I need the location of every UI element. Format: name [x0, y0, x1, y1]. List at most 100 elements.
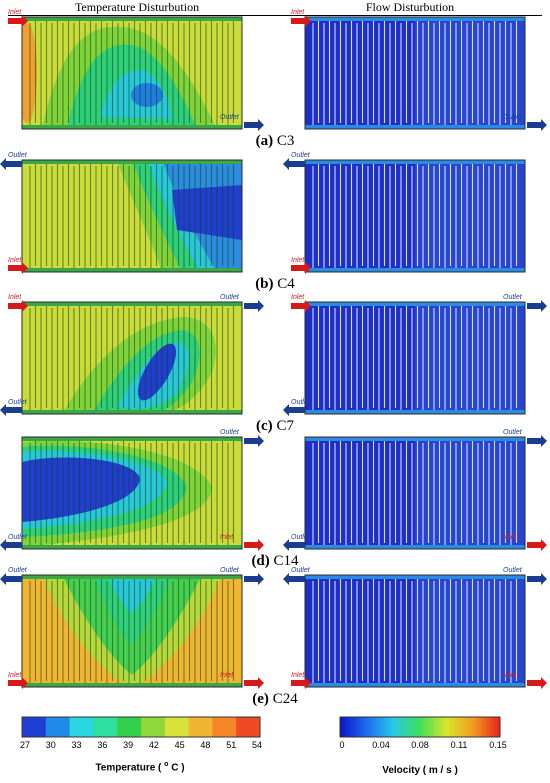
temp-C24-top_right-port: Outlet [220, 567, 264, 585]
caption-C7: (c) C7 [175, 418, 375, 435]
velocity-bar-title: Velocity ( m / s ) [382, 765, 458, 776]
temp-C14-bottom_left-port: Outlet [0, 534, 28, 551]
flow-C14-bottom_right-port: Inlet [503, 534, 547, 551]
caption-name: C24 [268, 691, 298, 707]
flow-C24-top_left-port: Outlet [283, 567, 311, 585]
temperature-map-C3 [21, 16, 243, 130]
temperature-tick: 33 [71, 740, 82, 750]
flow-C3-top_left-port: Inlet [291, 9, 311, 27]
temperature-tick: 39 [123, 740, 134, 750]
caption-letter: (b) [255, 276, 274, 292]
temperature-tick: 45 [174, 740, 185, 750]
flow-map-C3 [304, 16, 526, 130]
temperature-bar-segment [164, 717, 190, 737]
temperature-tick: 27 [19, 740, 31, 750]
flow-C7-top_right-port: Outlet [503, 294, 547, 312]
caption-name: C4 [273, 276, 295, 292]
temperature-tick: 48 [200, 740, 211, 750]
svg-text:Inlet: Inlet [503, 672, 517, 679]
svg-text:Outlet: Outlet [291, 152, 311, 159]
caption-letter: (a) [255, 133, 274, 149]
flow-C24-bottom_right-port: Inlet [503, 672, 547, 689]
caption-C24: (e) C24 [175, 691, 375, 708]
flow-map-C24 [304, 574, 526, 688]
svg-text:Outlet: Outlet [503, 114, 523, 121]
svg-text:Inlet: Inlet [8, 294, 22, 301]
temp-C24-bottom_right-port: Inlet [220, 672, 264, 689]
flow-C4-top_left-port: Outlet [283, 152, 311, 170]
header-rule [8, 15, 542, 16]
svg-text:Outlet: Outlet [220, 429, 240, 436]
temperature-tick: 30 [45, 740, 56, 750]
caption-letter: (e) [252, 691, 269, 707]
temperature-ticks: 27 30 33 36 39 42 45 48 51 54 [0, 740, 270, 752]
svg-text:Outlet: Outlet [503, 294, 523, 301]
temp-C4-top_left-port: Outlet [0, 152, 28, 170]
caption-name: C14 [269, 553, 299, 569]
caption-name: C7 [272, 418, 294, 434]
temperature-map-C7 [21, 301, 243, 415]
temperature-bar-segment [69, 717, 94, 737]
temperature-bar-segment [236, 717, 261, 737]
caption-C3: (a) C3 [175, 133, 375, 150]
flow-C24-bottom_left-port: Inlet [291, 672, 311, 689]
temp-C7-bottom_left-port: Outlet [0, 399, 28, 416]
caption-C4: (b) C4 [175, 276, 375, 293]
temperature-tick: 51 [226, 740, 237, 750]
caption-letter: (d) [251, 553, 270, 569]
temp-C14-top_right-port: Outlet [220, 429, 264, 447]
svg-text:Outlet: Outlet [503, 567, 523, 574]
temperature-map-C14 [21, 436, 243, 550]
temp-C3-bottom_right-port: Outlet [220, 114, 264, 131]
temp-C24-bottom_left-port: Inlet [8, 672, 28, 689]
caption-letter: (c) [256, 418, 273, 434]
svg-text:Inlet: Inlet [503, 534, 517, 541]
svg-text:Inlet: Inlet [220, 534, 234, 541]
svg-text:Outlet: Outlet [291, 399, 311, 406]
svg-text:Outlet: Outlet [220, 114, 240, 121]
velocity-tick: 0.15 [489, 740, 507, 750]
velocity-bar [339, 716, 501, 738]
temp-C7-top_right-port: Outlet [220, 294, 264, 312]
svg-text:Inlet: Inlet [291, 294, 305, 301]
flow-map-C4 [304, 159, 526, 273]
flow-C14-bottom_left-port: Outlet [283, 534, 311, 551]
temperature-map-C4 [21, 159, 243, 273]
temp-C7-top_left-port: Inlet [8, 294, 28, 312]
caption-C14: (d) C14 [175, 553, 375, 570]
temperature-tick: 54 [251, 740, 263, 750]
velocity-ticks: 0 0.04 0.08 0.11 0.15 [0, 740, 550, 752]
temperature-bar-segment [188, 717, 213, 737]
flow-C7-bottom_left-port: Outlet [283, 399, 311, 416]
temp-C14-bottom_right-port: Inlet [220, 534, 264, 551]
temperature-bar-segment [45, 717, 71, 737]
svg-text:Outlet: Outlet [291, 534, 311, 541]
svg-text:Inlet: Inlet [8, 257, 22, 264]
temperature-bar-segment [141, 717, 166, 737]
svg-text:Outlet: Outlet [220, 294, 240, 301]
svg-text:Inlet: Inlet [291, 9, 305, 16]
temperature-bar-segment [93, 717, 118, 737]
velocity-tick: 0 [339, 740, 345, 750]
temperature-column-header: Temperature Disturbution [74, 0, 200, 14]
svg-text:Outlet: Outlet [8, 567, 28, 574]
svg-text:Inlet: Inlet [291, 257, 305, 264]
svg-text:Inlet: Inlet [8, 672, 22, 679]
temperature-map-C24 [21, 574, 243, 688]
temperature-bar-segment [22, 717, 47, 737]
caption-name: C3 [273, 133, 295, 149]
flow-C3-bottom_right-port: Outlet [503, 114, 547, 131]
flow-C24-top_right-port: Outlet [503, 567, 547, 585]
svg-text:Outlet: Outlet [503, 429, 523, 436]
svg-text:Outlet: Outlet [8, 534, 28, 541]
temperature-tick: 42 [148, 740, 159, 750]
velocity-tick: 0.11 [450, 740, 468, 750]
temperature-bar-segment [117, 717, 142, 737]
flow-C14-top_right-port: Outlet [503, 429, 547, 447]
temp-C24-top_left-port: Outlet [0, 567, 28, 585]
temperature-tick: 36 [97, 740, 108, 750]
svg-text:Outlet: Outlet [8, 399, 28, 406]
flow-column-header: Flow Disturbution [365, 0, 455, 14]
svg-text:Inlet: Inlet [291, 672, 305, 679]
flow-C7-top_left-port: Inlet [291, 294, 311, 312]
